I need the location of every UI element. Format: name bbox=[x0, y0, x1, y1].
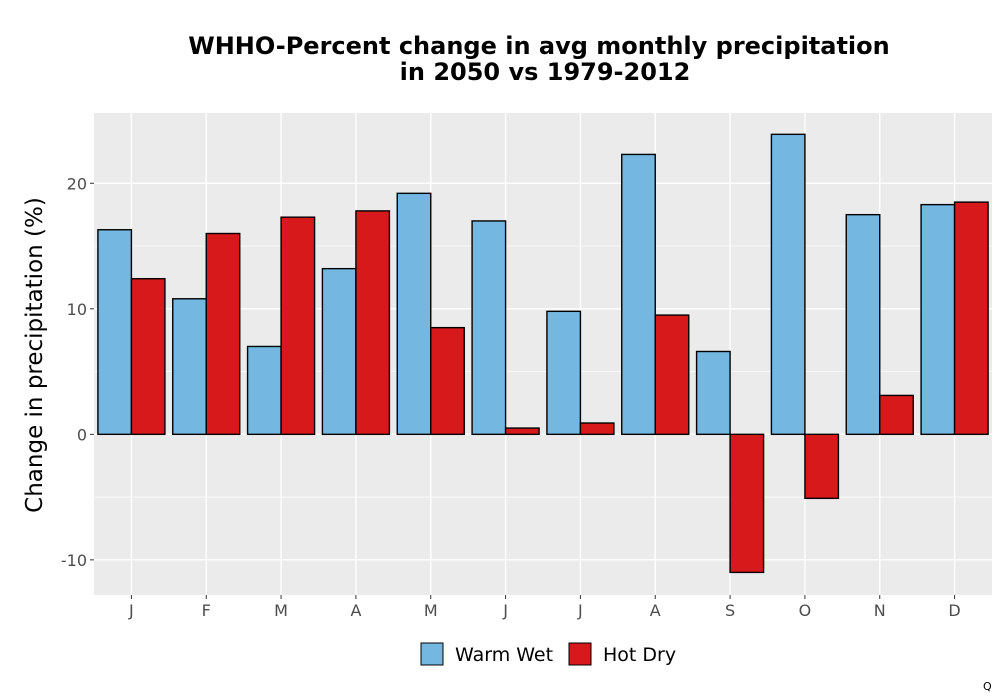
x-tick-label: M bbox=[424, 601, 438, 620]
bar-warm-wet-6 bbox=[546, 310, 582, 436]
plot-panel bbox=[94, 113, 992, 595]
bar-hot-dry-9 bbox=[804, 433, 840, 500]
bar-warm-wet-0 bbox=[97, 229, 133, 436]
x-tick-label: J bbox=[128, 601, 134, 620]
chart-title-line-2: in 2050 vs 1979-2012 bbox=[400, 58, 691, 86]
corner-mark: Q bbox=[983, 680, 992, 693]
x-tick-label: F bbox=[202, 601, 211, 620]
x-tick-label: A bbox=[350, 601, 361, 620]
bar-warm-wet-4 bbox=[396, 192, 432, 436]
x-tick-label: M bbox=[274, 601, 288, 620]
legend-swatch-hot-dry bbox=[568, 642, 592, 666]
bar-warm-wet-9 bbox=[770, 133, 806, 436]
bar-warm-wet-11 bbox=[920, 203, 956, 436]
legend-label-warm-wet: Warm Wet bbox=[455, 644, 553, 666]
bar-warm-wet-10 bbox=[845, 213, 881, 436]
bar-warm-wet-5 bbox=[471, 220, 507, 436]
bar-hot-dry-1 bbox=[205, 232, 241, 436]
x-tick-label: J bbox=[577, 601, 583, 620]
y-axis-ticks: -10 0 10 20 bbox=[61, 174, 94, 570]
y-tick-label: 20 bbox=[67, 174, 87, 193]
legend-label-hot-dry: Hot Dry bbox=[603, 644, 676, 666]
y-axis-title: Change in precipitation (%) bbox=[22, 197, 48, 513]
x-tick-label: D bbox=[948, 601, 960, 620]
legend: Warm Wet Hot Dry bbox=[420, 642, 676, 666]
bar-hot-dry-6 bbox=[579, 422, 615, 436]
bar-warm-wet-3 bbox=[321, 267, 357, 436]
x-tick-label: N bbox=[874, 601, 886, 620]
y-tick-label: 10 bbox=[67, 300, 87, 319]
bar-hot-dry-10 bbox=[879, 394, 914, 436]
bar-hot-dry-11 bbox=[953, 201, 989, 436]
bar-hot-dry-4 bbox=[430, 326, 465, 436]
y-tick-label: -10 bbox=[61, 551, 87, 570]
bar-warm-wet-7 bbox=[621, 153, 656, 436]
x-tick-label: A bbox=[650, 601, 661, 620]
bar-warm-wet-2 bbox=[246, 345, 282, 436]
bar-warm-wet-1 bbox=[172, 298, 207, 436]
bar-hot-dry-2 bbox=[280, 216, 316, 436]
bar-hot-dry-7 bbox=[654, 314, 690, 436]
bar-warm-wet-8 bbox=[695, 350, 731, 436]
bar-hot-dry-8 bbox=[729, 433, 765, 574]
x-tick-label: S bbox=[725, 601, 735, 620]
x-tick-label: J bbox=[502, 601, 508, 620]
legend-swatch-warm-wet bbox=[420, 642, 444, 666]
bar-hot-dry-5 bbox=[504, 427, 540, 436]
x-tick-label: O bbox=[799, 601, 812, 620]
bars bbox=[97, 133, 989, 574]
y-tick-label: 0 bbox=[77, 425, 87, 444]
bar-hot-dry-3 bbox=[355, 210, 391, 436]
chart-title-line-1: WHHO-Percent change in avg monthly preci… bbox=[188, 32, 889, 60]
bar-hot-dry-0 bbox=[130, 277, 166, 436]
